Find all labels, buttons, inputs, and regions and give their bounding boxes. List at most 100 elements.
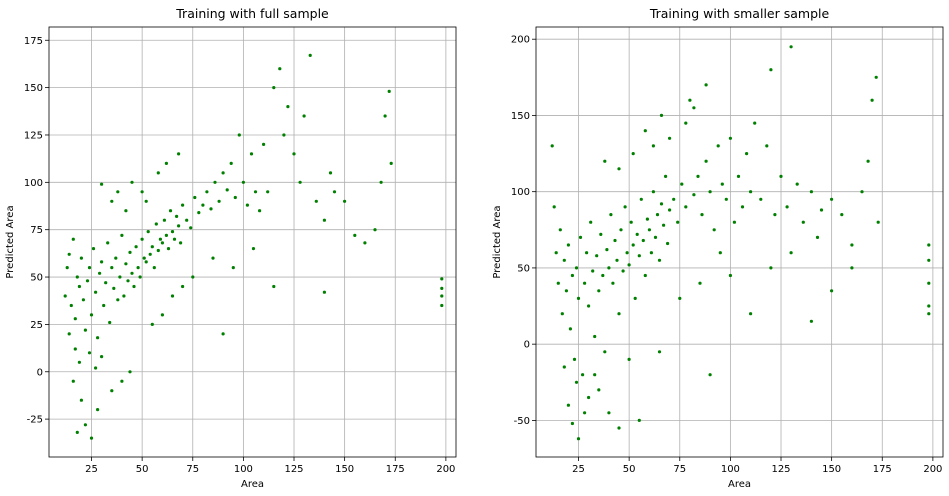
y-tick-label: 125 xyxy=(24,130,43,141)
scatter-point xyxy=(209,207,213,211)
scatter-point xyxy=(272,86,276,90)
scatter-point xyxy=(96,408,100,412)
scatter-point xyxy=(927,258,931,262)
scatter-point xyxy=(251,247,256,251)
scatter-point xyxy=(177,224,181,228)
scatter-point xyxy=(603,159,607,163)
scatter-point xyxy=(106,241,110,245)
scatter-point xyxy=(79,256,83,260)
scatter-point xyxy=(181,284,185,289)
x-tick-label: 50 xyxy=(136,464,149,475)
scatter-point xyxy=(322,290,326,294)
scatter-point xyxy=(927,312,931,316)
scatter-point xyxy=(130,271,134,275)
scatter-point xyxy=(87,351,92,355)
scatter-point xyxy=(175,214,179,218)
scatter-point xyxy=(249,152,254,156)
scatter-point xyxy=(314,199,318,203)
scatter-point xyxy=(603,350,607,354)
scatter-point xyxy=(110,266,114,270)
scatter-point xyxy=(81,298,85,302)
y-tick-label: 100 xyxy=(24,178,43,189)
chart-title: Training with smaller sample xyxy=(649,6,830,21)
scatter-point xyxy=(562,258,566,262)
scatter-point xyxy=(100,355,104,359)
scatter-point xyxy=(146,230,150,234)
scatter-point xyxy=(193,195,197,200)
scatter-point xyxy=(688,98,692,102)
scatter-point xyxy=(736,174,741,178)
scatter-point xyxy=(568,327,573,331)
scatter-point xyxy=(678,296,682,300)
x-tick-label: 75 xyxy=(186,464,199,475)
scatter-point xyxy=(77,360,81,364)
scatter-point xyxy=(659,113,664,117)
scatter-point xyxy=(83,423,87,427)
scatter-point xyxy=(657,350,662,354)
scatter-point xyxy=(785,205,789,209)
scatter-point xyxy=(637,254,641,258)
scatter-point xyxy=(124,262,128,266)
scatter-point xyxy=(587,395,591,400)
scatter-point xyxy=(639,197,643,201)
scatter-point xyxy=(353,233,357,237)
scatter-point xyxy=(558,228,562,232)
scatter-point xyxy=(104,281,108,285)
scatter-point xyxy=(181,203,185,207)
x-tick-label: 25 xyxy=(572,464,585,475)
scatter-point xyxy=(617,167,621,171)
scatter-point xyxy=(696,174,700,178)
scatter-point xyxy=(91,247,96,251)
scatter-point xyxy=(67,332,71,336)
scatter-point xyxy=(128,250,132,254)
scatter-point xyxy=(73,347,77,351)
scatter-point xyxy=(819,208,824,212)
scatter-point xyxy=(177,152,181,156)
scatter-point xyxy=(170,294,175,298)
scatter-point xyxy=(662,223,666,227)
scatter-point xyxy=(840,213,844,217)
scatter-point xyxy=(647,228,652,232)
scatter-point xyxy=(728,273,733,278)
scatter-points xyxy=(550,45,931,441)
scatter-point xyxy=(698,281,702,285)
scatter-point xyxy=(282,133,286,137)
scatter-point xyxy=(67,252,71,256)
scatter-point xyxy=(631,152,635,156)
scatter-point xyxy=(860,190,864,194)
scatter-point xyxy=(874,75,878,79)
scatter-point xyxy=(266,190,270,194)
scatter-point xyxy=(363,241,367,245)
scatter-point xyxy=(102,303,106,308)
x-tick-label: 175 xyxy=(873,464,892,475)
scatter-point xyxy=(625,251,629,255)
scatter-point xyxy=(286,105,290,109)
scatter-point xyxy=(692,106,696,110)
x-axis-label: Area xyxy=(241,479,264,490)
scatter-point xyxy=(100,182,104,186)
scatter-point xyxy=(619,228,623,232)
scatter-point xyxy=(830,197,834,201)
x-tick-label: 50 xyxy=(623,464,636,475)
scatter-point xyxy=(700,213,704,217)
scatter-point xyxy=(740,205,745,209)
scatter-point xyxy=(769,68,773,72)
scatter-point xyxy=(676,220,680,224)
scatter-point xyxy=(815,235,820,239)
y-axis-label: Predicted Area xyxy=(492,205,503,278)
scatter-point xyxy=(112,286,116,290)
y-tick-label: -50 xyxy=(514,416,530,427)
scatter-point xyxy=(158,237,162,241)
scatter-point xyxy=(583,281,587,285)
scatter-point xyxy=(87,266,92,270)
scatter-point xyxy=(170,230,175,234)
scatter-point xyxy=(189,226,193,230)
scatter-point xyxy=(570,421,575,426)
scatter-point xyxy=(560,312,564,316)
scatter-point xyxy=(172,237,177,241)
scatter-point xyxy=(615,258,619,262)
scatter-point xyxy=(96,336,100,340)
scatter-point xyxy=(708,190,712,194)
scatter-point xyxy=(197,211,201,215)
scatter-point xyxy=(617,426,621,430)
